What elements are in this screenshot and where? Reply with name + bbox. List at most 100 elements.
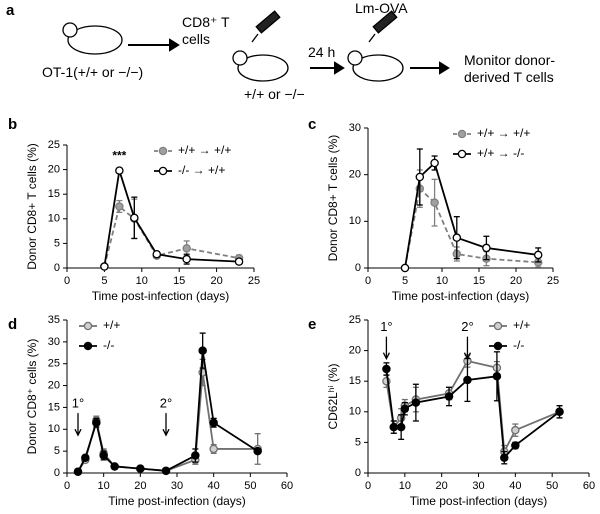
series-line: [103, 204, 240, 267]
legend-label: +/+ → +/+: [477, 126, 530, 140]
x-tick-label: 10: [98, 480, 110, 492]
annotation: 1°: [380, 319, 392, 334]
x-axis-label: Time post-infection (days): [92, 289, 230, 303]
x-tick-label: 30: [472, 480, 484, 492]
legend-label: -/- → +/+: [178, 163, 225, 177]
data-point: [482, 243, 491, 253]
legend-label: -/-: [103, 338, 114, 352]
y-tick-label: 30: [349, 122, 361, 134]
legend-marker: [158, 146, 168, 156]
series-line: [404, 186, 539, 269]
annotation-arrowhead: [74, 428, 82, 437]
data-point: [81, 453, 90, 462]
panel-label: d: [8, 316, 17, 333]
data-point: [136, 464, 145, 473]
y-tick-label: 25: [349, 314, 361, 326]
series-line: [103, 170, 240, 267]
y-tick-label: 20: [48, 379, 60, 391]
x-tick-label: 60: [583, 480, 595, 492]
y-tick-label: 10: [48, 423, 60, 435]
x-tick-label: 40: [509, 480, 521, 492]
annotation: 1°: [72, 396, 84, 411]
x-axis-label: Time post-infection (days): [108, 494, 246, 508]
x-tick-label: 15: [173, 275, 185, 287]
y-tick-label: 10: [349, 406, 361, 418]
y-tick-label: 10: [48, 213, 60, 225]
annotation-arrowhead: [162, 428, 170, 437]
mouse: [352, 54, 404, 82]
x-tick-label: 0: [365, 480, 371, 492]
y-tick-label: 5: [54, 445, 60, 457]
y-tick-label: 0: [54, 467, 60, 479]
legend-label: +/+: [103, 318, 120, 332]
legend-label: +/+ → +/+: [178, 143, 231, 157]
arrows: [128, 38, 450, 75]
x-tick-label: 20: [436, 480, 448, 492]
delay-label: 24 h: [308, 44, 336, 60]
data-point: [234, 257, 244, 266]
y-tick-label: 15: [349, 375, 361, 387]
annotation-arrowhead: [463, 352, 472, 361]
donor-label: OT-1(+/+ or −/−): [42, 64, 144, 80]
x-tick-label: 20: [134, 480, 146, 492]
x-tick-label: 10: [436, 275, 448, 287]
mouse-head: [347, 50, 363, 66]
annotation: 2°: [461, 319, 473, 334]
data-point: [411, 398, 421, 407]
panel-label: e: [308, 316, 316, 333]
data-point: [533, 250, 543, 260]
x-tick-label: 10: [399, 480, 411, 492]
recipient-label: +/+ or −/−: [244, 86, 305, 102]
data-point: [452, 233, 462, 242]
schematic-drawing: [62, 10, 450, 82]
infection-label: Lm-OVA: [355, 0, 408, 16]
data-point: [492, 372, 502, 381]
data-point: [511, 425, 520, 435]
y-tick-label: 0: [54, 262, 60, 274]
data-point: [430, 198, 439, 207]
syringe: [251, 10, 281, 43]
y-tick-label: 5: [54, 237, 60, 249]
mouse: [237, 54, 289, 82]
series-line: [404, 161, 539, 269]
data-point: [444, 392, 454, 401]
x-tick-label: 50: [244, 480, 256, 492]
data-point: [555, 407, 564, 417]
x-tick-label: 20: [510, 275, 522, 287]
y-tick-label: 0: [355, 467, 361, 479]
data-point: [191, 451, 200, 460]
y-axis-label: Donor CD8+ T cells (%): [326, 135, 340, 262]
legend-marker: [493, 321, 503, 331]
x-tick-label: 30: [171, 480, 183, 492]
x-tick-label: 5: [402, 275, 408, 287]
data-point: [100, 262, 109, 271]
x-tick-label: 40: [208, 480, 220, 492]
data-point: [500, 453, 509, 462]
x-tick-label: 15: [473, 275, 485, 287]
data-point: [396, 422, 406, 432]
legend-marker: [493, 341, 503, 351]
data-point: [415, 172, 425, 182]
y-tick-label: 10: [349, 215, 361, 227]
data-point: [182, 254, 191, 264]
data-point: [209, 444, 218, 454]
legend-marker: [83, 321, 93, 331]
legend-label: -/-: [513, 338, 524, 352]
panel-label: a: [6, 2, 15, 19]
panel-label: b: [8, 116, 17, 133]
y-tick-label: 20: [349, 345, 361, 357]
x-tick-label: 0: [64, 275, 70, 287]
cells-label: CD8⁺ T cells: [182, 14, 230, 47]
y-axis-label: Donor CD8+ T cells (%): [25, 143, 39, 270]
series-line: [385, 368, 561, 460]
data-point: [152, 249, 162, 259]
x-tick-label: 50: [546, 480, 558, 492]
legend-marker: [457, 129, 467, 139]
y-tick-label: 20: [48, 164, 60, 176]
y-tick-label: 0: [355, 262, 361, 274]
data-point: [400, 263, 410, 273]
data-point: [73, 467, 83, 476]
legend-marker: [457, 149, 467, 159]
